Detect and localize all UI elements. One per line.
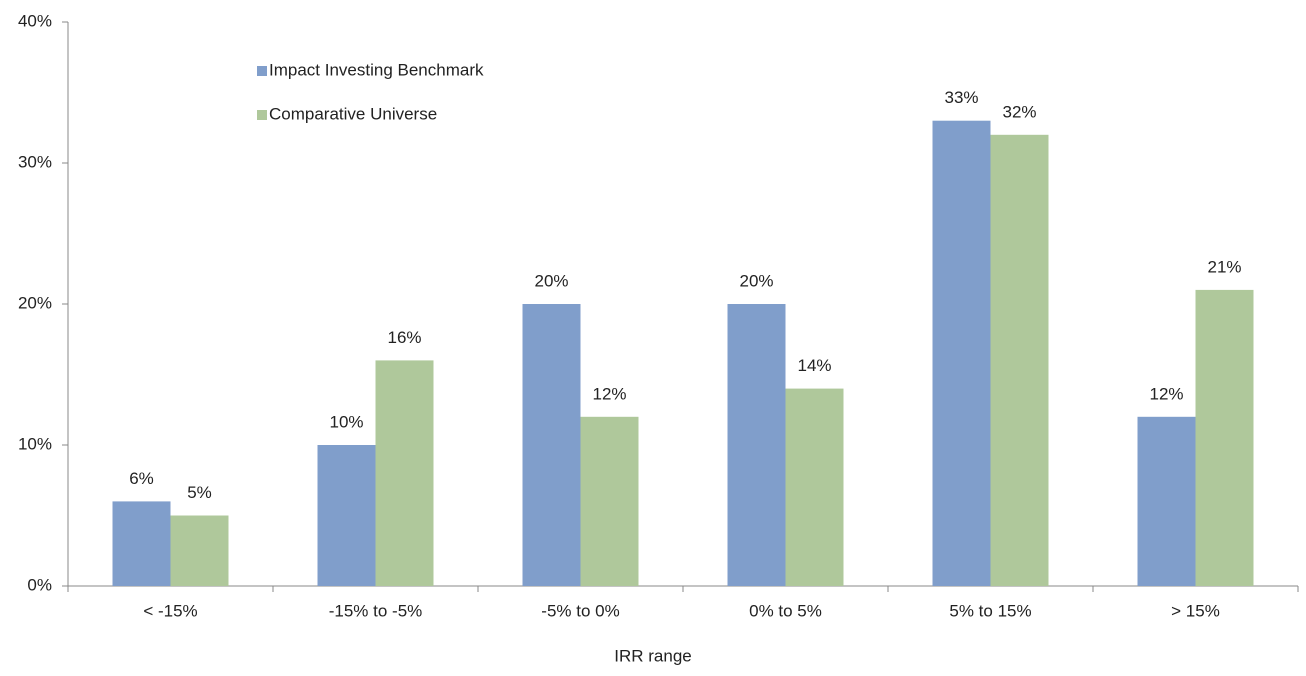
x-tick-label: 0% to 5%: [749, 601, 822, 620]
value-label: 33%: [944, 88, 978, 107]
value-label: 12%: [592, 384, 626, 403]
legend-swatch: [257, 66, 267, 76]
value-label: 10%: [329, 412, 363, 431]
value-label: 21%: [1207, 257, 1241, 276]
value-label: 14%: [797, 356, 831, 375]
y-tick-label: 0%: [27, 575, 52, 594]
y-tick-label: 40%: [18, 11, 52, 30]
bar: [170, 515, 229, 586]
bar: [785, 388, 844, 586]
x-tick-label: -15% to -5%: [329, 601, 423, 620]
legend-swatch: [257, 110, 267, 120]
x-tick-label: -5% to 0%: [541, 601, 619, 620]
x-tick-label: < -15%: [143, 601, 197, 620]
bar: [522, 304, 581, 586]
value-label: 12%: [1149, 384, 1183, 403]
legend-label: Comparative Universe: [269, 104, 437, 123]
bar: [112, 501, 171, 586]
y-tick-label: 30%: [18, 152, 52, 171]
y-tick-label: 10%: [18, 434, 52, 453]
bar: [990, 134, 1049, 587]
x-axis-label: IRR range: [614, 646, 691, 665]
value-label: 20%: [534, 271, 568, 290]
x-tick-label: 5% to 15%: [949, 601, 1031, 620]
value-label: 16%: [387, 328, 421, 347]
value-label: 32%: [1002, 102, 1036, 121]
bar: [1195, 289, 1254, 586]
x-tick-label: > 15%: [1171, 601, 1220, 620]
bar: [317, 445, 376, 586]
bar: [580, 416, 639, 586]
bar: [932, 120, 991, 586]
legend-label: Impact Investing Benchmark: [269, 60, 484, 79]
value-label: 5%: [187, 483, 212, 502]
bar: [727, 304, 786, 586]
value-label: 6%: [129, 469, 154, 488]
bar: [1137, 416, 1196, 586]
bar: [375, 360, 434, 586]
value-label: 20%: [739, 271, 773, 290]
y-tick-label: 20%: [18, 293, 52, 312]
